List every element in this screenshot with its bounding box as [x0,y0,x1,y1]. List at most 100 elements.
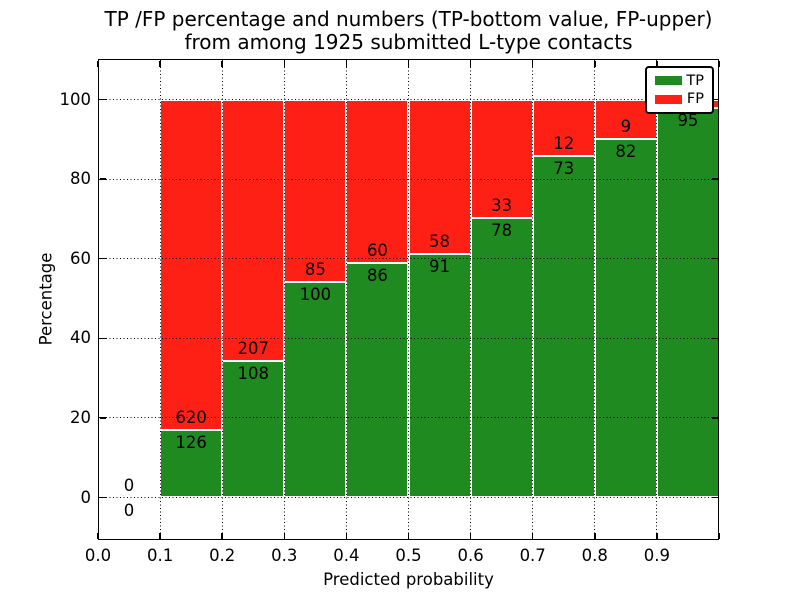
fp-count-label: 12 [553,133,575,153]
x-tick-mark [345,532,348,539]
x-tick-mark-top [469,60,472,67]
y-tick-mark-right [711,98,718,101]
fp-count-label: 85 [304,260,326,280]
x-tick-mark [159,532,161,539]
x-tick-mark [283,532,286,539]
x-tick-mark [407,532,410,539]
y-tick-mark-right [711,496,718,499]
tp-count-label: 0 [123,500,135,520]
fp-count-label: 620 [175,408,207,428]
vertical-gridline [221,60,223,539]
fp-bar-segment [532,99,595,156]
vertical-gridline [656,60,658,539]
horizontal-gridline [99,258,718,260]
horizontal-gridline [99,99,718,100]
fp-bar-segment [222,99,285,361]
x-tick-label: 0.2 [209,546,236,565]
x-tick-mark [97,532,99,539]
x-tick-mark-top [221,60,223,67]
tp-count-label: 78 [491,220,513,240]
y-tick-label: 20 [70,407,91,427]
x-tick-label: 0.3 [271,546,298,565]
x-tick-mark-top [718,60,720,67]
x-tick-mark-top [594,60,596,67]
x-tick-mark [531,532,534,539]
fp-count-label: 60 [366,241,388,261]
fp-count-label: 58 [429,232,451,252]
y-tick-mark-right [711,417,718,419]
horizontal-gridline [99,497,718,498]
y-tick-mark [99,496,106,499]
vertical-gridline [532,60,534,539]
x-tick-mark [718,532,720,539]
tp-count-label: 108 [237,363,270,383]
fp-swatch-icon [655,94,682,104]
tp-bar-segment [594,138,657,498]
vertical-gridline [408,60,409,539]
y-tick-label: 40 [70,328,91,348]
tp-count-label: 100 [299,285,332,305]
vertical-gridline [159,60,161,539]
tp-bar-segment [408,254,471,498]
x-tick-label: 0.1 [146,546,174,565]
x-tick-mark-top [345,60,348,67]
chart-title-line1: TP /FP percentage and numbers (TP-bottom… [104,7,713,31]
tp-count-label: 73 [553,158,575,178]
fp-bar-segment [470,99,533,218]
legend-item-tp: TP [655,73,704,89]
y-tick-mark-right [711,337,718,340]
x-tick-mark-top [283,60,286,67]
vertical-gridline [283,60,285,539]
y-tick-label: 0 [80,487,92,507]
x-tick-mark [656,532,658,539]
x-tick-mark-top [656,60,658,67]
fp-bar-segment [346,99,409,264]
y-tick-label: 100 [59,89,92,109]
fp-count-label: 9 [620,116,632,136]
x-tick-label: 0.4 [333,546,360,565]
fp-count-label: 0 [123,475,135,495]
tp-count-label: 126 [175,433,207,453]
y-tick-mark [99,257,106,260]
x-axis-label: Predicted probability [323,570,494,589]
fp-count-label: 33 [491,195,513,215]
vertical-gridline [470,60,472,539]
y-tick-mark [99,417,106,419]
tp-bar-segment [222,360,285,498]
horizontal-gridline [99,417,718,419]
tp-count-label: 86 [366,266,388,286]
tp-count-label: 95 [677,110,699,130]
x-tick-mark-top [97,60,99,67]
tp-count-label: 82 [615,141,637,161]
y-tick-mark-right [711,178,718,180]
x-tick-label: 0.0 [84,546,112,565]
tp-count-label: 91 [429,257,451,277]
y-tick-label: 60 [70,248,91,268]
tp-bar-segment [160,430,223,498]
x-tick-mark [221,532,223,539]
fp-count-label: 207 [237,338,270,358]
x-tick-mark-top [531,60,534,67]
y-axis-label: Percentage [36,252,56,346]
tp-bar-segment [284,282,347,498]
x-tick-mark-top [407,60,410,67]
x-tick-label: 0.8 [581,546,608,565]
x-tick-label: 0.6 [457,546,484,565]
vertical-gridline [345,60,347,539]
y-tick-mark [99,98,106,101]
tp-bar-segment [656,107,719,498]
legend-label-fp: FP [686,91,704,108]
x-tick-mark [594,532,596,539]
x-tick-mark-top [159,60,161,67]
x-tick-label: 0.5 [395,546,422,565]
tp-swatch-icon [655,76,682,86]
y-tick-label: 80 [70,169,91,189]
fp-bar-segment [160,99,223,431]
plot-area: 0 0 620 126 207 108 85 100 60 86 58 91 33 78 12 73 9 82 95 [97,59,720,540]
legend-label-tp: TP [686,72,704,89]
tp-bar-segment [532,155,595,498]
fp-bar-segment [408,99,471,255]
tp-bar-segment [346,263,409,498]
horizontal-gridline [99,337,718,339]
